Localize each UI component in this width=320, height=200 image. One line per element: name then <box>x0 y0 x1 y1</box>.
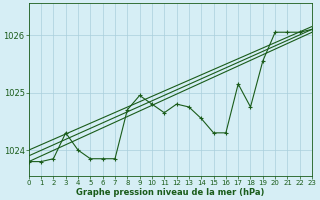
X-axis label: Graphe pression niveau de la mer (hPa): Graphe pression niveau de la mer (hPa) <box>76 188 265 197</box>
